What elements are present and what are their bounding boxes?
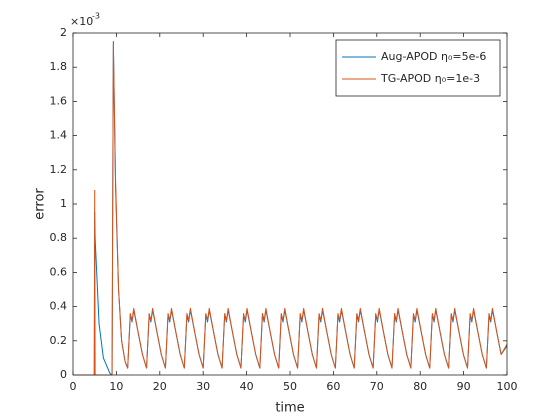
y-tick-label: 1 — [60, 197, 67, 210]
y-tick-label: 1.6 — [50, 94, 68, 107]
series-line — [73, 44, 508, 376]
y-tick-label: 1.4 — [50, 129, 68, 142]
legend-label: Aug-APOD η₀=5e-6 — [381, 50, 486, 63]
x-tick-label: 100 — [497, 380, 518, 393]
legend-box — [335, 39, 501, 97]
x-tick-label: 0 — [70, 380, 77, 393]
y-tick-label: 0.4 — [50, 300, 68, 313]
plot-frame — [72, 32, 508, 376]
x-tick-label: 20 — [153, 380, 167, 393]
y-scale-exponent: -3 — [92, 12, 100, 21]
y-tick-label: 0.8 — [50, 231, 68, 244]
y-axis-label: error — [33, 188, 48, 220]
x-tick-label: 10 — [109, 380, 123, 393]
y-scale-base: ×10 — [70, 15, 93, 28]
y-tick-label: 0.6 — [50, 265, 68, 278]
x-tick-label: 90 — [457, 380, 471, 393]
x-tick-label: 80 — [413, 380, 427, 393]
x-tick-label: 50 — [283, 380, 297, 393]
y-tick-label: 0 — [60, 368, 67, 381]
x-axis-label: time — [275, 401, 304, 416]
x-tick-label: 30 — [196, 380, 210, 393]
legend-label: TG-APOD η₀=1e-3 — [380, 72, 480, 85]
x-tick-label: 70 — [370, 380, 384, 393]
y-tick-label: 0.2 — [50, 334, 68, 347]
x-tick-label: 60 — [326, 380, 340, 393]
y-tick-label: 1.8 — [50, 60, 68, 73]
y-tick-label: 1.2 — [50, 163, 68, 176]
y-tick-label: 2 — [60, 26, 67, 39]
x-tick-label: 40 — [240, 380, 254, 393]
